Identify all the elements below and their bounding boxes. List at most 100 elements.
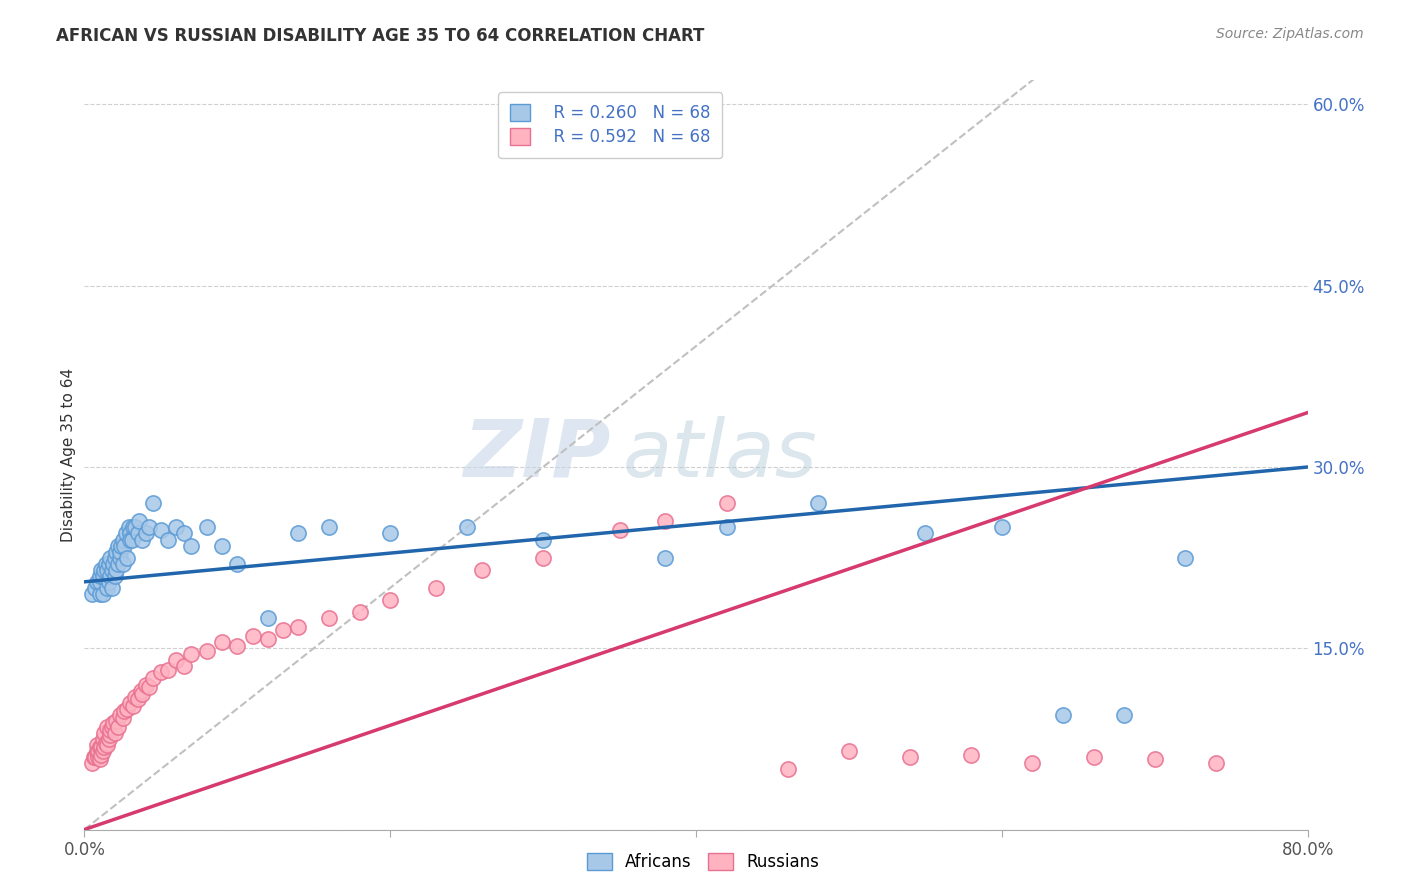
Point <box>98 723 121 738</box>
Y-axis label: Disability Age 35 to 64: Disability Age 35 to 64 <box>60 368 76 542</box>
Point <box>90 740 112 755</box>
Point <box>118 520 141 534</box>
Point <box>456 520 478 534</box>
Point <box>471 563 494 577</box>
Point <box>91 731 114 746</box>
Point <box>654 515 676 529</box>
Point <box>86 574 108 589</box>
Point <box>129 683 152 698</box>
Point <box>195 643 218 657</box>
Point <box>83 750 105 764</box>
Point <box>226 557 249 571</box>
Point <box>142 672 165 686</box>
Point <box>609 523 631 537</box>
Point <box>114 526 136 541</box>
Text: AFRICAN VS RUSSIAN DISABILITY AGE 35 TO 64 CORRELATION CHART: AFRICAN VS RUSSIAN DISABILITY AGE 35 TO … <box>56 27 704 45</box>
Point <box>914 526 936 541</box>
Point <box>112 704 135 718</box>
Point <box>1052 707 1074 722</box>
Point <box>180 648 202 662</box>
Point <box>98 568 121 582</box>
Point <box>108 707 131 722</box>
Point <box>716 520 738 534</box>
Text: atlas: atlas <box>623 416 817 494</box>
Point <box>87 750 110 764</box>
Point <box>131 687 153 701</box>
Point <box>807 496 830 510</box>
Point <box>93 740 115 755</box>
Point <box>96 563 118 577</box>
Point <box>101 720 124 734</box>
Point <box>89 587 111 601</box>
Point <box>94 735 117 749</box>
Point <box>122 520 145 534</box>
Point <box>149 523 172 537</box>
Point <box>1143 752 1166 766</box>
Point <box>97 731 120 746</box>
Point <box>96 738 118 752</box>
Point <box>898 750 921 764</box>
Point <box>86 738 108 752</box>
Point <box>120 696 142 710</box>
Point <box>105 714 128 728</box>
Point <box>84 581 107 595</box>
Point <box>838 744 860 758</box>
Point <box>1083 750 1105 764</box>
Point <box>89 752 111 766</box>
Point <box>96 581 118 595</box>
Point <box>531 550 554 565</box>
Point <box>318 611 340 625</box>
Point <box>107 720 129 734</box>
Point <box>149 665 172 680</box>
Text: ZIP: ZIP <box>463 416 610 494</box>
Point <box>86 744 108 758</box>
Legend:   R = 0.260   N = 68,   R = 0.592   N = 68: R = 0.260 N = 68, R = 0.592 N = 68 <box>498 93 723 158</box>
Point <box>211 539 233 553</box>
Point <box>89 740 111 755</box>
Point <box>111 557 134 571</box>
Point <box>195 520 218 534</box>
Point <box>318 520 340 534</box>
Point <box>142 496 165 510</box>
Point <box>105 544 128 558</box>
Point <box>165 653 187 667</box>
Point <box>211 635 233 649</box>
Point <box>165 520 187 534</box>
Point <box>124 520 146 534</box>
Point <box>89 574 111 589</box>
Point <box>257 611 280 625</box>
Point <box>107 557 129 571</box>
Point <box>173 659 195 673</box>
Point <box>90 563 112 577</box>
Point <box>776 762 799 776</box>
Point <box>103 716 125 731</box>
Point <box>716 496 738 510</box>
Point <box>287 526 309 541</box>
Point <box>93 563 115 577</box>
Point <box>271 623 294 637</box>
Point <box>94 557 117 571</box>
Point <box>138 680 160 694</box>
Point <box>180 539 202 553</box>
Point <box>105 563 128 577</box>
Point <box>120 526 142 541</box>
Point <box>120 533 142 547</box>
Point <box>380 526 402 541</box>
Point <box>101 581 124 595</box>
Point <box>531 533 554 547</box>
Point <box>115 702 138 716</box>
Point <box>157 533 180 547</box>
Point <box>101 563 124 577</box>
Point <box>112 539 135 553</box>
Point <box>91 744 114 758</box>
Point <box>425 581 447 595</box>
Point <box>98 728 121 742</box>
Point <box>1174 550 1197 565</box>
Point <box>91 587 114 601</box>
Point <box>1021 756 1043 770</box>
Point <box>98 550 121 565</box>
Point <box>287 619 309 633</box>
Point <box>96 720 118 734</box>
Point <box>111 711 134 725</box>
Point <box>108 550 131 565</box>
